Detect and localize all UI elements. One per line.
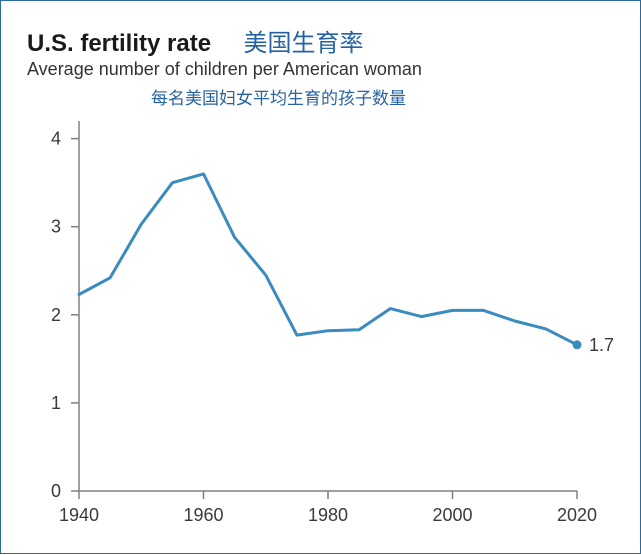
fertility-series-line — [79, 174, 577, 345]
y-tick-label: 2 — [51, 305, 61, 325]
x-tick-label: 2020 — [557, 505, 597, 525]
y-tick-label: 4 — [51, 129, 61, 149]
y-tick-label: 0 — [51, 481, 61, 501]
fertility-line-chart: 0 1 2 3 4 1940 1960 1980 2000 2020 1.7 — [1, 1, 641, 555]
end-label: 1.7 — [589, 335, 614, 355]
x-tick-label: 1960 — [183, 505, 223, 525]
x-tick-label: 2000 — [432, 505, 472, 525]
end-marker — [573, 340, 582, 349]
x-tick-label: 1940 — [59, 505, 99, 525]
y-tick-label: 3 — [51, 217, 61, 237]
chart-card: U.S. fertility rate 美国生育率 Average number… — [0, 0, 641, 554]
x-tick-label: 1980 — [308, 505, 348, 525]
y-tick-label: 1 — [51, 393, 61, 413]
